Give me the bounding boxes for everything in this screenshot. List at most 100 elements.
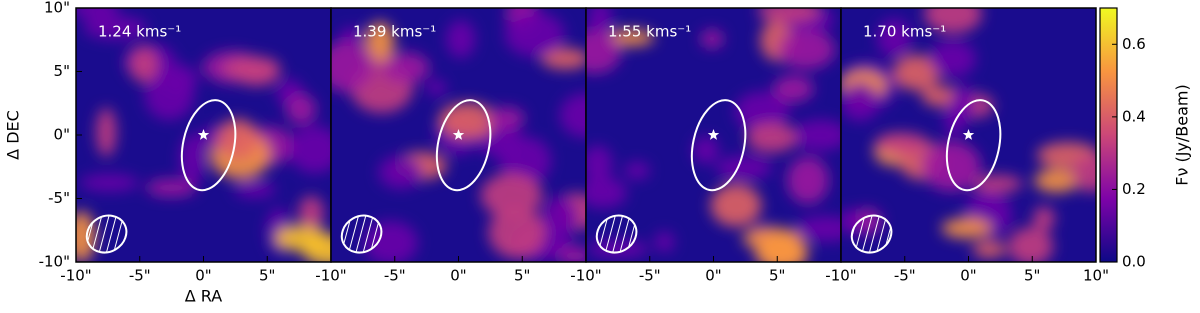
channel-label: 1.70 kms⁻¹ bbox=[863, 23, 946, 41]
channel-label: 1.24 kms⁻¹ bbox=[98, 23, 181, 41]
x-tick-label: -5" bbox=[894, 267, 916, 285]
x-tick-label: -10" bbox=[825, 267, 856, 285]
beam bbox=[595, 214, 638, 254]
source-ellipse bbox=[945, 99, 1002, 192]
emission-blob bbox=[1008, 227, 1054, 262]
emission-blob bbox=[365, 21, 395, 63]
emission-blob bbox=[757, 8, 822, 23]
emission-blob bbox=[487, 106, 525, 130]
x-tick-label: 5" bbox=[514, 267, 530, 285]
star-marker bbox=[197, 129, 210, 140]
emission-blob bbox=[586, 145, 613, 183]
emission-blob bbox=[480, 173, 543, 218]
colorbar-tick-label: 0.0 bbox=[1122, 253, 1146, 271]
emission-blob bbox=[794, 215, 841, 242]
blobs bbox=[586, 8, 841, 262]
emission-blob bbox=[746, 122, 798, 153]
x-tick-label: -5" bbox=[639, 267, 661, 285]
channel-label: 1.55 kms⁻¹ bbox=[608, 23, 691, 41]
y-tick-label: 0" bbox=[54, 126, 70, 144]
emission-blob bbox=[298, 195, 324, 231]
emission-blob bbox=[692, 136, 719, 164]
emission-blob bbox=[83, 15, 148, 40]
blobs bbox=[841, 8, 1096, 262]
emission-blob bbox=[941, 218, 992, 239]
emission-blob bbox=[499, 136, 552, 185]
emission-blob bbox=[876, 18, 912, 58]
channel-label: 1.39 kms⁻¹ bbox=[353, 23, 436, 41]
x-tick-label: -5" bbox=[384, 267, 406, 285]
emission-blob bbox=[586, 30, 622, 74]
star-marker bbox=[452, 129, 465, 140]
emission-map bbox=[586, 8, 841, 262]
source-ellipse bbox=[435, 99, 492, 192]
panel: 1.39 kms⁻¹ -10" -5" 0" 5" bbox=[315, 7, 587, 285]
panel: 1.24 kms⁻¹ -10" -5" 0" 5" -10" -5" 0" 5" 10" Δ RA Δ… bbox=[4, 0, 332, 306]
colorbar-tick-label: 0.2 bbox=[1122, 180, 1146, 198]
emission-blob bbox=[378, 155, 423, 189]
beam bbox=[85, 214, 128, 254]
emission-blob bbox=[792, 119, 841, 151]
emission-blob bbox=[893, 54, 941, 91]
blobs bbox=[331, 8, 586, 262]
panel: 1.70 kms⁻¹ -10" -5" 0" 5" 10" bbox=[825, 7, 1109, 285]
emission-blob bbox=[716, 155, 772, 181]
emission-blob bbox=[874, 132, 930, 156]
emission-blob bbox=[96, 107, 117, 157]
emission-blob bbox=[331, 40, 375, 92]
colorbar-tick-label: 0.4 bbox=[1122, 107, 1146, 125]
x-tick-label: 0" bbox=[960, 267, 976, 285]
x-tick-label: 0" bbox=[705, 267, 721, 285]
emission-map bbox=[841, 8, 1096, 262]
colorbar bbox=[1099, 7, 1118, 263]
emission-blob bbox=[129, 46, 159, 83]
emission-blob bbox=[786, 156, 829, 204]
source-ellipse bbox=[690, 99, 747, 192]
star-marker bbox=[962, 129, 975, 140]
emission-blob bbox=[972, 241, 1007, 259]
emission-blob bbox=[654, 231, 675, 253]
x-tick-label: 5" bbox=[769, 267, 785, 285]
emission-blob bbox=[700, 29, 724, 49]
emission-blob bbox=[161, 64, 198, 96]
emission-blob bbox=[488, 206, 546, 259]
x-tick-label: -5" bbox=[129, 267, 151, 285]
emission-blob bbox=[624, 161, 650, 180]
emission-map bbox=[331, 8, 586, 262]
emission-blob bbox=[146, 178, 197, 197]
beam bbox=[850, 214, 893, 254]
x-axis-label: Δ RA bbox=[185, 287, 223, 306]
emission-blob bbox=[921, 85, 960, 107]
y-tick-label: 5" bbox=[54, 62, 70, 80]
emission-blob bbox=[438, 102, 497, 139]
emission-blob bbox=[79, 174, 139, 192]
y-tick-label: -10" bbox=[39, 253, 70, 271]
beam bbox=[340, 214, 383, 254]
emission-blob bbox=[777, 29, 835, 70]
emission-map bbox=[76, 8, 331, 262]
emission-blob bbox=[924, 8, 983, 34]
x-tick-label: 5" bbox=[259, 267, 275, 285]
emission-blob bbox=[339, 27, 364, 44]
x-tick-label: 10" bbox=[1083, 267, 1109, 285]
emission-blob bbox=[76, 8, 119, 21]
emission-blob bbox=[1032, 206, 1055, 231]
y-tick-label: 10" bbox=[44, 0, 70, 17]
emission-blob bbox=[606, 29, 655, 46]
emission-blob bbox=[446, 20, 476, 58]
emission-blob bbox=[380, 52, 430, 84]
emission-blob bbox=[426, 79, 447, 96]
x-tick-label: 0" bbox=[450, 267, 466, 285]
emission-blob bbox=[302, 234, 331, 262]
colorbar-label: Fν (Jy/Beam) bbox=[1173, 84, 1192, 186]
star-marker bbox=[707, 129, 720, 140]
emission-blob bbox=[1034, 168, 1080, 193]
x-tick-label: -10" bbox=[315, 267, 346, 285]
emission-blob bbox=[943, 99, 966, 137]
emission-blob bbox=[734, 91, 790, 132]
emission-blob bbox=[559, 93, 586, 138]
emission-blob bbox=[773, 75, 814, 103]
emission-blob bbox=[542, 196, 578, 238]
x-tick-label: -10" bbox=[570, 267, 601, 285]
